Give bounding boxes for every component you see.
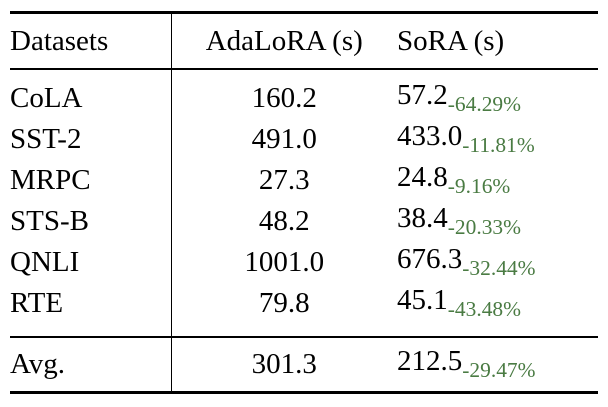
sora-cell: 24.8-9.16% <box>397 160 598 201</box>
runtime-comparison-table: Datasets AdaLoRA (s) SoRA (s) CoLA 160.2… <box>10 11 598 394</box>
col-header-sora: SoRA (s) <box>397 12 598 70</box>
header-row: Datasets AdaLoRA (s) SoRA (s) <box>10 12 598 70</box>
table-row: SST-2 491.0 433.0-11.81% <box>10 119 598 160</box>
table-body: CoLA 160.2 57.2-64.29% SST-2 491.0 433.0… <box>10 69 598 337</box>
adalora-value: 27.3 <box>258 164 310 196</box>
adalora-value: 48.2 <box>258 205 310 237</box>
sora-value: 38.4 <box>397 202 448 235</box>
adalora-value: 79.8 <box>258 287 310 319</box>
delta-percent: -43.48% <box>447 297 522 322</box>
table-footer: Avg. 301.3 212.5-29.47% <box>10 336 598 393</box>
table-row: STS-B 48.2 38.4-20.33% <box>10 201 598 242</box>
adalora-value: 1001.0 <box>244 246 325 278</box>
col-header-adalora: AdaLoRA (s) <box>171 12 397 70</box>
delta-percent: -11.81% <box>462 133 535 158</box>
table-row: RTE 79.8 45.1-43.48% <box>10 283 598 337</box>
adalora-value: 491.0 <box>251 123 317 155</box>
dataset-name: CoLA <box>10 69 172 119</box>
sora-cell: 57.2-64.29% <box>397 69 598 119</box>
sora-value: 433.0 <box>397 120 463 153</box>
sora-value: 676.3 <box>397 243 463 276</box>
adalora-value: 160.2 <box>251 82 317 114</box>
sora-cell: 45.1-43.48% <box>397 283 598 337</box>
sora-value: 57.2 <box>397 79 448 112</box>
adalora-value: 301.3 <box>171 336 397 393</box>
table-header: Datasets AdaLoRA (s) SoRA (s) <box>10 12 598 70</box>
sora-value: 212.5 <box>397 345 463 378</box>
delta-percent: -20.33% <box>447 215 522 240</box>
dataset-name: MRPC <box>10 160 172 201</box>
dataset-name: QNLI <box>10 242 172 283</box>
dataset-name: STS-B <box>10 201 172 242</box>
table-row: CoLA 160.2 57.2-64.29% <box>10 69 598 119</box>
dataset-name: Avg. <box>10 336 172 393</box>
sora-value: 45.1 <box>397 284 448 317</box>
sora-cell: 212.5-29.47% <box>397 336 598 393</box>
sora-value: 24.8 <box>397 161 448 194</box>
table-row: QNLI 1001.0 676.3-32.44% <box>10 242 598 283</box>
sora-cell: 676.3-32.44% <box>397 242 598 283</box>
delta-percent: -29.47% <box>462 358 536 383</box>
dataset-name: SST-2 <box>10 119 172 160</box>
delta-percent: -64.29% <box>447 92 522 117</box>
col-header-datasets: Datasets <box>10 12 172 70</box>
delta-percent: -32.44% <box>462 256 536 281</box>
table-row: MRPC 27.3 24.8-9.16% <box>10 160 598 201</box>
dataset-name: RTE <box>10 283 172 337</box>
sora-cell: 433.0-11.81% <box>397 119 598 160</box>
delta-percent: -9.16% <box>447 174 511 199</box>
sora-cell: 38.4-20.33% <box>397 201 598 242</box>
average-row: Avg. 301.3 212.5-29.47% <box>10 336 598 393</box>
